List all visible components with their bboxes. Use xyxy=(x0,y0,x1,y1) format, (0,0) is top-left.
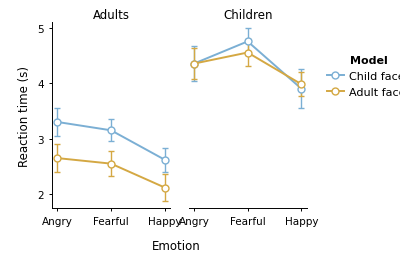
Title: Adults: Adults xyxy=(92,9,130,22)
Text: Emotion: Emotion xyxy=(152,239,200,252)
Title: Children: Children xyxy=(223,9,272,22)
Y-axis label: Reaction time (s): Reaction time (s) xyxy=(18,65,32,166)
Legend: Child faces, Adult faces: Child faces, Adult faces xyxy=(327,56,400,97)
